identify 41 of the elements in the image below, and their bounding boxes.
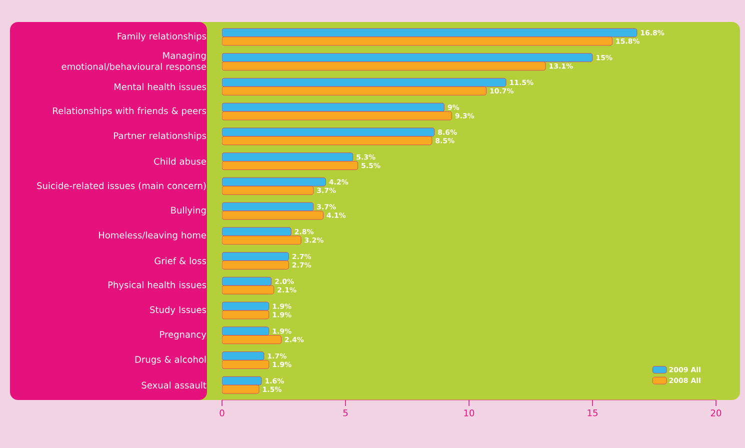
- y-tick-label: Suicide-related issues (main concern): [37, 182, 206, 190]
- y-tick-label: Study Issues: [150, 306, 206, 315]
- y-tick-label: Grief & loss: [154, 257, 206, 264]
- y-tick-label: Pregnancy: [160, 331, 206, 340]
- y-tick-label: Physical health issues: [108, 281, 206, 290]
- bar: [222, 335, 282, 344]
- bar: [222, 227, 292, 236]
- y-tick-label: Sexual assault: [142, 382, 206, 389]
- bar: [222, 161, 358, 170]
- bar: [222, 276, 272, 286]
- bar: [222, 360, 270, 369]
- bar: [222, 260, 289, 270]
- y-tick-label: Partner relationships: [114, 132, 206, 141]
- x-tick-label: 15: [588, 410, 598, 416]
- bar: [222, 236, 302, 245]
- y-tick-label: Relationships with friends & peers: [53, 107, 206, 116]
- y-tick-label: Mental health issues: [114, 83, 206, 90]
- bar: [222, 86, 486, 96]
- y-tick-label: Managing emotional/behavioural response: [62, 52, 206, 72]
- bar: [222, 152, 354, 162]
- y-tick-label: Bullying: [171, 206, 206, 216]
- bar: [222, 177, 326, 186]
- bar: [222, 285, 274, 294]
- bar: [222, 78, 506, 87]
- y-tick-label: Child abuse: [154, 158, 206, 165]
- y-tick-label: Drugs & alcohol: [135, 356, 206, 365]
- bar: [222, 128, 435, 137]
- y-tick-label: Homeless/leaving home: [99, 232, 206, 240]
- bar: [222, 53, 593, 62]
- bar: [222, 352, 264, 360]
- bar: [222, 326, 270, 336]
- x-tick-label: 20: [710, 410, 722, 416]
- x-tick-label: 5: [343, 410, 348, 416]
- bar: [222, 136, 432, 146]
- bar: [222, 252, 289, 261]
- x-tick-label: 0: [220, 410, 224, 416]
- bar: [222, 36, 612, 46]
- bar: [222, 186, 314, 195]
- bar: [222, 62, 546, 70]
- y-tick-label: Family relationships: [118, 32, 206, 42]
- x-tick-label: 10: [464, 410, 474, 416]
